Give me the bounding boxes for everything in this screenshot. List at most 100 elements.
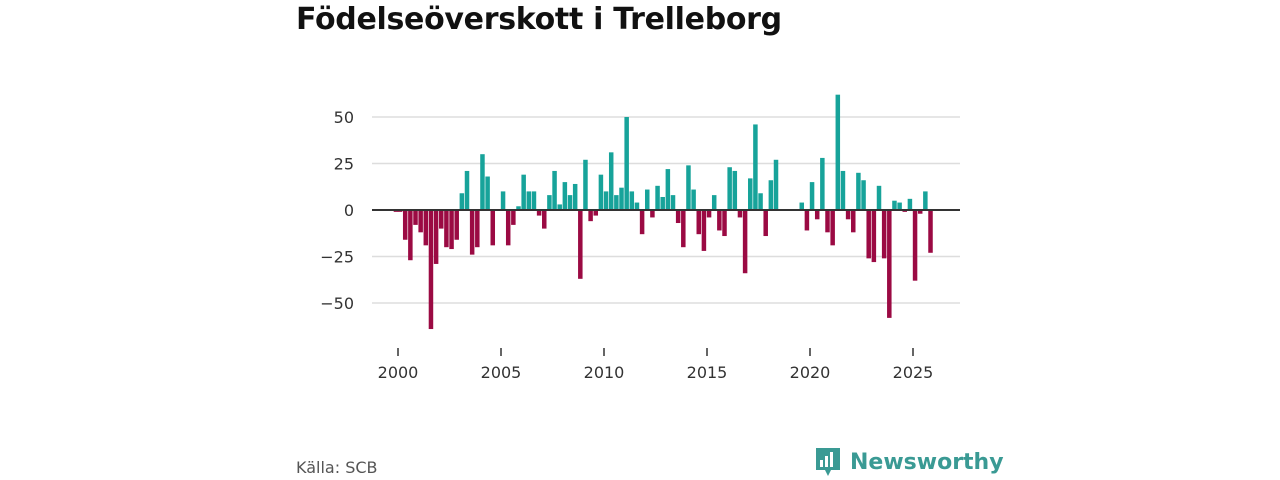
bar-2020Q4 (820, 157, 825, 210)
chart-bars (393, 94, 933, 330)
bar-2010Q1 (598, 174, 604, 210)
bar-2005Q4 (511, 210, 516, 225)
bar-2024Q3 (897, 202, 902, 210)
bar-2021Q4 (840, 170, 846, 210)
bar-2018Q1 (763, 210, 768, 237)
bar-2008Q2 (562, 182, 568, 210)
bar-2025Q3 (917, 210, 923, 214)
bar-2014Q2 (686, 165, 691, 210)
bar-2007Q1 (536, 210, 542, 216)
bar-2022Q1 (845, 210, 851, 220)
bar-2001Q2 (418, 210, 423, 233)
bar-2009Q4 (593, 210, 599, 216)
bar-2025Q1 (907, 198, 913, 210)
bar-2004Q4 (490, 210, 496, 246)
bar-2020Q3 (814, 210, 820, 220)
bar-2003Q3 (464, 170, 470, 210)
bar-2020Q1 (804, 210, 810, 231)
bar-2002Q4 (449, 210, 454, 250)
x-tick-label: 2010 (584, 363, 625, 382)
bar-2023Q4 (881, 210, 887, 259)
bar-2018Q3 (773, 159, 779, 210)
bar-2012Q4 (655, 185, 660, 210)
bar-2022Q2 (851, 210, 856, 233)
bar-2021Q1 (825, 210, 830, 233)
bar-2003Q4 (469, 210, 475, 255)
bar-2022Q4 (861, 180, 866, 210)
bar-2020Q2 (809, 182, 815, 210)
bar-2013Q4 (675, 210, 681, 224)
bar-2016Q1 (722, 210, 727, 237)
bar-2005Q3 (505, 210, 511, 246)
x-tick-label: 2000 (378, 363, 419, 382)
bar-2007Q4 (552, 170, 557, 210)
bar-2015Q3 (711, 195, 717, 210)
bar-2023Q1 (866, 210, 871, 259)
bar-2015Q2 (706, 210, 712, 218)
bar-2013Q2 (665, 169, 671, 210)
x-axis-ticks: 2000 2005 2010 2015 2020 2025 (378, 348, 934, 382)
bar-2008Q4 (572, 183, 578, 210)
bar-2012Q2 (645, 189, 650, 210)
bar-2003Q2 (459, 193, 465, 210)
bar-2025Q2 (912, 210, 918, 281)
bar-2007Q2 (542, 210, 547, 229)
bar-2024Q1 (887, 210, 892, 318)
bar-2025Q4 (923, 191, 928, 210)
bar-2022Q3 (856, 172, 861, 210)
bar-2007Q3 (547, 195, 552, 210)
y-tick-label: 25 (334, 155, 354, 174)
bar-2000Q4 (408, 210, 413, 261)
bar-2024Q2 (892, 200, 897, 210)
bar-2021Q3 (835, 94, 841, 210)
bar-2009Q3 (588, 210, 593, 222)
bar-2018Q2 (768, 180, 774, 210)
bar-2023Q3 (876, 185, 882, 210)
bar-2015Q1 (701, 210, 707, 251)
bar-2001Q1 (413, 210, 418, 225)
bar-2006Q4 (531, 191, 537, 210)
bar-2006Q3 (526, 191, 532, 210)
bar-2012Q1 (639, 210, 645, 235)
bar-2019Q4 (799, 202, 805, 210)
bar-2002Q3 (444, 210, 449, 248)
bar-2014Q4 (696, 210, 702, 235)
bar-2017Q3 (753, 124, 758, 210)
chart-gridlines (372, 116, 960, 304)
bar-2010Q3 (608, 152, 614, 210)
bar-2017Q4 (758, 193, 763, 210)
bar-2009Q2 (583, 159, 588, 210)
bar-2006Q1 (516, 206, 521, 210)
y-tick-label: −25 (320, 248, 354, 267)
newsworthy-logo-icon (816, 448, 840, 476)
bar-2001Q4 (428, 210, 434, 330)
bar-2004Q3 (485, 176, 490, 210)
y-axis-ticks: 50 25 0 −25 −50 (320, 108, 354, 313)
bar-2008Q3 (567, 195, 573, 210)
bar-2011Q1 (619, 187, 624, 210)
bar-2004Q1 (475, 210, 480, 248)
bar-2010Q4 (614, 195, 619, 210)
bar-2002Q2 (439, 210, 444, 229)
x-tick-label: 2005 (481, 363, 522, 382)
bar-2023Q2 (871, 210, 877, 263)
bar-2021Q2 (830, 210, 835, 246)
bar-2009Q1 (578, 210, 583, 279)
bar-2016Q3 (732, 170, 738, 210)
bar-2017Q2 (748, 178, 753, 210)
bar-2003Q1 (454, 210, 459, 240)
bar-2014Q3 (691, 189, 696, 210)
bar-2011Q4 (634, 202, 640, 210)
x-tick-label: 2025 (893, 363, 934, 382)
bar-undefined (928, 210, 933, 253)
bar-2014Q1 (681, 210, 686, 248)
bar-2006Q2 (521, 174, 526, 210)
bar-2010Q2 (603, 191, 609, 210)
chart-title: Födelseöverskott i Trelleborg (296, 2, 782, 37)
brand-name: Newsworthy (850, 449, 1004, 475)
bar-2016Q2 (727, 167, 732, 210)
brand-logo[interactable]: Newsworthy (814, 446, 1004, 478)
bar-2012Q3 (650, 210, 655, 218)
bar-2017Q1 (742, 210, 748, 274)
